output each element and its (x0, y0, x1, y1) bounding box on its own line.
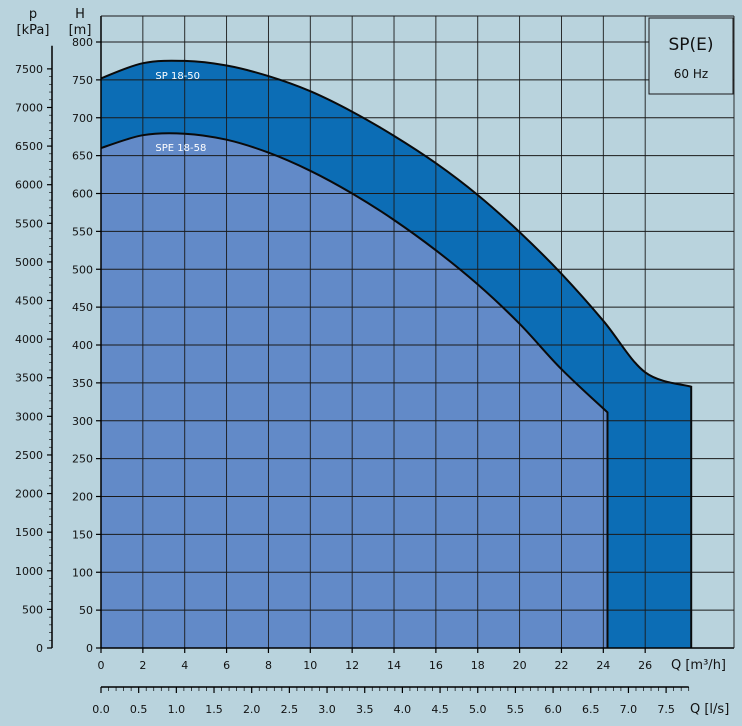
flow-ls-axis-label: Q [l/s] (690, 702, 729, 717)
pressure-tick-label-5: 2500 (15, 449, 43, 462)
pressure-tick-label-11: 5500 (15, 217, 43, 230)
flow-m3h-tick-label-13: 26 (638, 659, 652, 672)
flow-m3h-tick-label-0: 0 (98, 659, 105, 672)
flow-ls-tick-label-4: 2.0 (243, 703, 261, 716)
series-label-0: SP 18-50 (155, 71, 200, 82)
pressure-tick-label-3: 1500 (15, 526, 43, 539)
flow-ls-tick-label-10: 5.0 (469, 703, 487, 716)
flow-ls-tick-label-14: 7.0 (620, 703, 638, 716)
flow-m3h-tick-label-1: 2 (139, 659, 146, 672)
pressure-tick-label-9: 4500 (15, 295, 43, 308)
pressure-tick-label-13: 6500 (15, 140, 43, 153)
pressure-tick-label-1: 500 (22, 603, 43, 616)
head-tick-label-16: 800 (72, 36, 93, 49)
pressure-axis-unit: p (29, 7, 37, 22)
flow-ls-tick-label-8: 4.0 (394, 703, 412, 716)
flow-ls-tick-label-7: 3.5 (356, 703, 374, 716)
head-tick-label-12: 600 (72, 188, 93, 201)
pressure-tick-label-14: 7000 (15, 101, 43, 114)
flow-m3h-tick-label-10: 20 (513, 659, 527, 672)
flow-m3h-tick-label-4: 8 (265, 659, 272, 672)
series-curve-1 (100, 132, 609, 648)
flow-ls-tick-label-1: 0.5 (130, 703, 148, 716)
flow-ls-tick-label-13: 6.5 (582, 703, 600, 716)
flow-m3h-tick-label-7: 14 (387, 659, 401, 672)
flow-m3h-tick-label-9: 18 (471, 659, 485, 672)
flow-m3h-tick-label-11: 22 (554, 659, 568, 672)
pressure-tick-label-8: 4000 (15, 333, 43, 346)
head-tick-label-15: 750 (72, 74, 93, 87)
head-tick-label-14: 700 (72, 112, 93, 125)
grid-layer (101, 16, 734, 648)
pressure-tick-label-10: 5000 (15, 256, 43, 269)
series-label-1: SPE 18-58 (155, 143, 206, 154)
head-axis-bracket: [m] (69, 23, 92, 38)
axes-layer: 0501001502002503003504004505005506006507… (15, 7, 735, 717)
head-tick-label-5: 250 (72, 453, 93, 466)
pressure-tick-label-7: 3500 (15, 372, 43, 385)
legend-subtitle: 60 Hz (674, 67, 708, 81)
pressure-axis-bracket: [kPa] (17, 23, 50, 38)
head-tick-label-3: 150 (72, 528, 93, 541)
flow-ls-tick-label-3: 1.5 (205, 703, 223, 716)
head-tick-label-10: 500 (72, 263, 93, 276)
series-curve-0 (100, 59, 693, 648)
pressure-tick-label-12: 6000 (15, 179, 43, 192)
pressure-tick-label-6: 3000 (15, 410, 43, 423)
legend-box (648, 17, 734, 95)
pressure-tick-label-15: 7500 (15, 63, 43, 76)
flow-ls-tick-label-6: 3.0 (318, 703, 336, 716)
area-layer (101, 60, 692, 649)
head-axis-unit: H (75, 7, 85, 22)
head-tick-label-13: 650 (72, 150, 93, 163)
flow-ls-tick-label-9: 4.5 (431, 703, 449, 716)
flow-m3h-tick-label-6: 12 (345, 659, 359, 672)
head-tick-label-11: 550 (72, 225, 93, 238)
curve-layer (100, 59, 693, 648)
flow-ls-tick-label-2: 1.0 (168, 703, 186, 716)
flow-ls-tick-label-15: 7.5 (657, 703, 675, 716)
head-tick-label-9: 450 (72, 301, 93, 314)
flow-ls-tick-label-0: 0.0 (92, 703, 110, 716)
flow-m3h-tick-label-5: 10 (303, 659, 317, 672)
label-layer: SP 18-50 SPE 18-58 SP(E) 60 Hz (155, 17, 734, 154)
head-tick-label-4: 200 (72, 491, 93, 504)
flow-m3h-axis-label: Q [m³/h] (671, 658, 726, 673)
head-tick-label-0: 0 (86, 642, 93, 655)
legend-title: SP(E) (668, 35, 713, 55)
series-area-1 (101, 133, 608, 649)
pressure-tick-label-4: 2000 (15, 488, 43, 501)
head-tick-label-7: 350 (72, 377, 93, 390)
flow-ls-tick-label-12: 6.0 (544, 703, 562, 716)
pressure-tick-label-2: 1000 (15, 565, 43, 578)
head-tick-label-2: 100 (72, 566, 93, 579)
flow-m3h-tick-label-12: 24 (596, 659, 610, 672)
flow-m3h-tick-label-3: 6 (223, 659, 230, 672)
flow-ls-tick-label-11: 5.5 (507, 703, 525, 716)
pressure-tick-label-0: 0 (36, 642, 43, 655)
head-tick-label-8: 400 (72, 339, 93, 352)
flow-m3h-tick-label-2: 4 (181, 659, 188, 672)
head-tick-label-6: 300 (72, 415, 93, 428)
flow-ls-tick-label-5: 2.5 (281, 703, 299, 716)
flow-m3h-tick-label-8: 16 (429, 659, 443, 672)
head-tick-label-1: 50 (79, 604, 93, 617)
